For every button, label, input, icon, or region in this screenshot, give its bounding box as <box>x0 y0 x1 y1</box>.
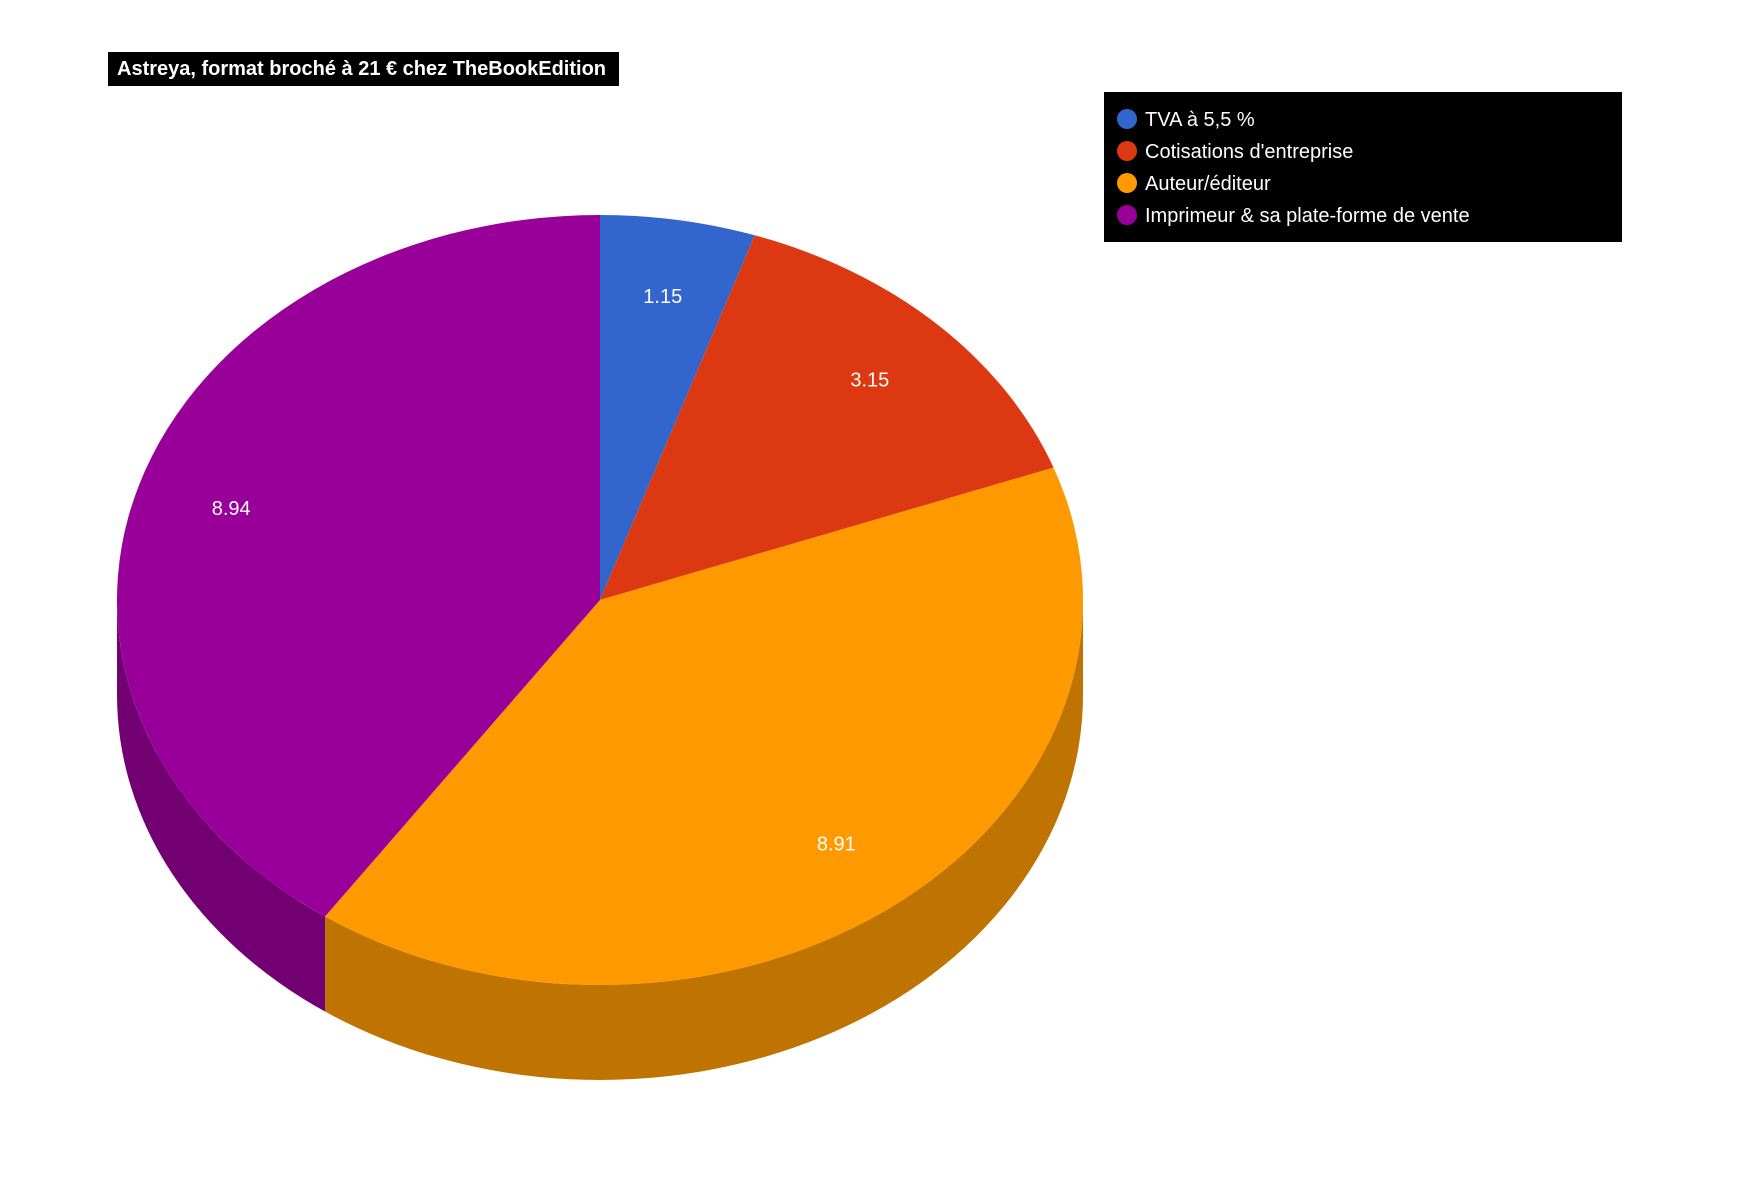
pie-slice-tva-a-5-5[interactable] <box>600 215 755 600</box>
legend-label: TVA à 5,5 % <box>1145 109 1255 131</box>
legend-item-imprimeur-sa-plate-forme-de-vente[interactable]: Imprimeur & sa plate-forme de vente <box>1117 205 1470 227</box>
chart-title: Astreya, format broché à 21 € chez TheBo… <box>108 52 619 86</box>
data-label-imprimeur-sa-plate-forme-de-vente: 8.94 <box>212 498 251 520</box>
pie-top-layer <box>116 215 1083 985</box>
pie-data-labels: 1.15 3.15 8.91 8.94 <box>212 286 890 856</box>
legend-label: Cotisations d'entreprise <box>1145 141 1353 163</box>
legend-swatch <box>1117 173 1137 193</box>
legend-label: Imprimeur & sa plate-forme de vente <box>1145 205 1470 227</box>
legend-item-cotisations-d-entreprise[interactable]: Cotisations d'entreprise <box>1117 141 1353 163</box>
data-label-auteur-editeur: 8.91 <box>817 834 856 856</box>
chart-title-background <box>108 52 619 86</box>
pie-slice-side-imprimeur-sa-plate-forme-de-vente <box>117 600 326 1012</box>
legend-label: Auteur/éditeur <box>1145 173 1271 195</box>
pie-slice-cotisations-d-entreprise[interactable] <box>600 235 1054 600</box>
legend-background <box>1104 92 1622 242</box>
legend: TVA à 5,5 % Cotisations d'entreprise Auteu… <box>1104 92 1622 242</box>
data-label-cotisations-d-entreprise: 3.15 <box>850 370 889 392</box>
pie-depth-layer <box>117 600 1083 1080</box>
legend-swatch <box>1117 205 1137 225</box>
legend-item-auteur-editeur[interactable]: Auteur/éditeur <box>1117 173 1271 195</box>
chart-title-text: Astreya, format broché à 21 € chez TheBo… <box>117 58 606 80</box>
pie-slice-imprimeur-sa-plate-forme-de-vente[interactable] <box>116 215 601 917</box>
pie-slice-auteur-editeur[interactable] <box>325 467 1083 985</box>
legend-swatch <box>1117 141 1137 161</box>
legend-swatch <box>1117 109 1137 129</box>
legend-item-tva-a-5-5[interactable]: TVA à 5,5 % <box>1117 109 1255 131</box>
pie-slice-side-auteur-editeur <box>325 600 1083 1080</box>
data-label-tva-a-5-5: 1.15 <box>643 286 682 308</box>
